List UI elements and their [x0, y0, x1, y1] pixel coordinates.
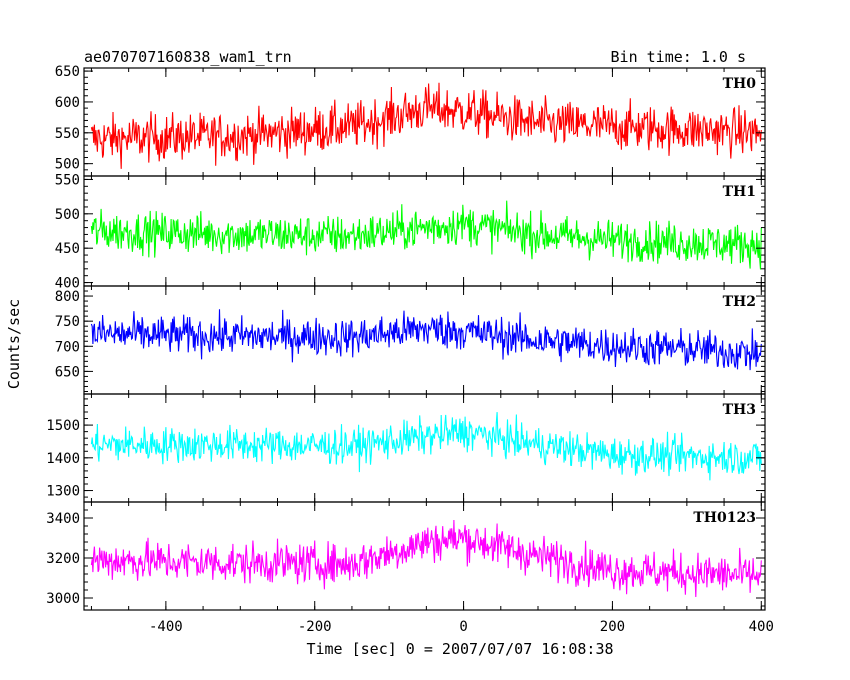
bin-time-label: Bin time: 1.0 s [611, 48, 746, 66]
x-tick-label: -400 [149, 619, 183, 635]
series-label: TH0123 [693, 510, 756, 526]
series-label: TH1 [723, 184, 756, 200]
y-tick-label: 450 [55, 241, 80, 257]
y-tick-label: 500 [55, 157, 80, 173]
series-line-th0 [90, 82, 762, 169]
x-tick-label: -200 [298, 619, 332, 635]
y-tick-label: 1300 [46, 484, 80, 500]
panel-th0123: 3000 3200 3400 TH0123 [46, 501, 766, 611]
y-tick-label: 650 [55, 64, 80, 80]
y-tick-label: 800 [55, 289, 80, 305]
y-tick-label: 400 [55, 276, 80, 292]
x-axis-label: Time [sec] 0 = 2007/07/07 16:08:38 [306, 640, 613, 658]
y-tick-label: 600 [55, 95, 80, 111]
y-tick-label: 1400 [46, 451, 80, 467]
series-line-th1 [90, 200, 762, 270]
y-tick-label: 650 [55, 364, 80, 380]
series-line-th3 [90, 412, 762, 481]
x-tick-label: 0 [459, 619, 467, 635]
series-line-th2 [90, 309, 762, 371]
series-label: TH2 [723, 294, 756, 310]
panel-frame [83, 501, 766, 611]
y-tick-label: 550 [55, 172, 80, 188]
chart-title: ae070707160838_wam1_trn [84, 48, 292, 66]
panel-th3: 1300 1400 1500 TH3 [46, 393, 766, 503]
y-tick-label: 700 [55, 339, 80, 355]
y-tick-label: 3200 [46, 551, 80, 567]
y-tick-label: 550 [55, 126, 80, 142]
panels-group: 500550600650TH0400450500550TH16507007508… [46, 64, 774, 635]
series-label: TH0 [723, 76, 757, 92]
y-axis-label: Counts/sec [5, 299, 23, 389]
y-tick-label: 750 [55, 314, 80, 330]
panel-th0: 500 550 600 650 TH0 [55, 64, 766, 177]
series-line-th0123 [90, 519, 762, 598]
series-label: TH3 [723, 402, 756, 418]
x-tick-label: 200 [600, 619, 625, 635]
panel-th1: 400 450 500 550 TH1 [55, 172, 766, 292]
y-tick-label: 3000 [46, 591, 80, 607]
panel-th2: 650 700 750 800 TH2 [55, 285, 766, 395]
y-tick-label: 1500 [46, 418, 80, 434]
x-tick-label: 400 [749, 619, 774, 635]
y-tick-label: 500 [55, 207, 80, 223]
y-tick-label: 3400 [46, 511, 80, 527]
